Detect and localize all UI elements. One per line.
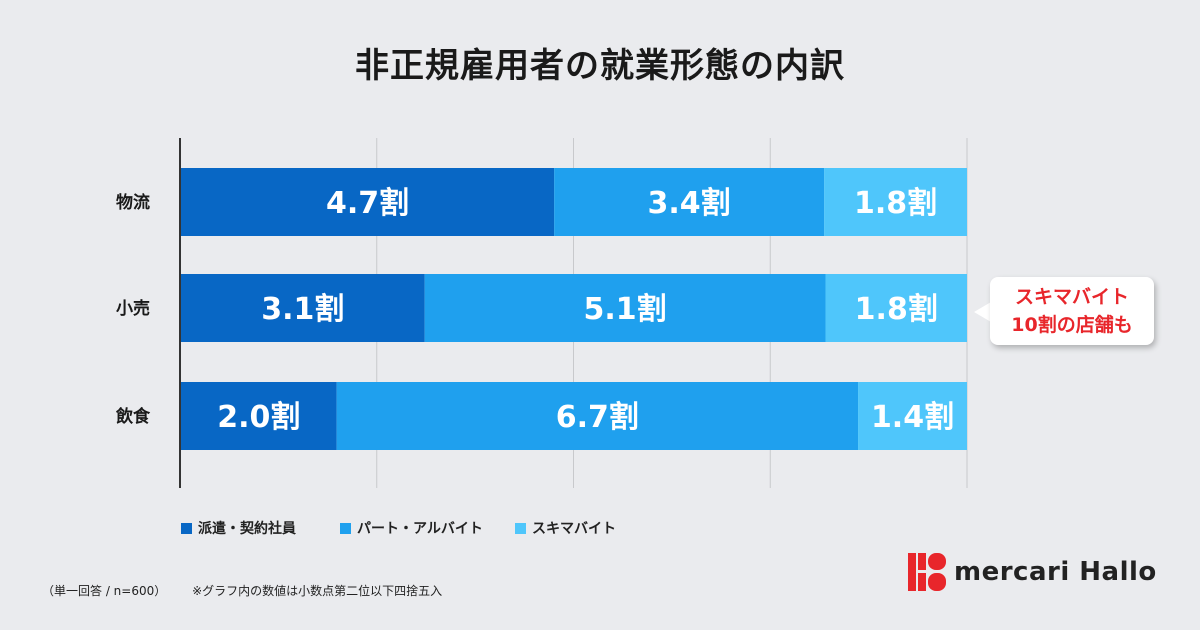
bar-segment [181,168,555,236]
legend-swatch [515,522,526,534]
callout-bubble: スキマバイト 10割の店舗も [990,277,1154,345]
legend-item-sukima: スキマバイト [515,518,616,538]
bar-segment [825,274,967,342]
data-label: 3.1割 [261,292,344,327]
chart-title: 非正規雇用者の就業形態の内訳 [355,46,845,86]
legend-swatch [181,522,192,534]
footnote-sample: （単一回答 / n=600） [42,584,167,598]
callout-tail [974,302,991,322]
data-label: 2.0割 [217,400,300,435]
data-label: 1.4割 [871,400,954,435]
bar-segment [336,382,859,450]
callout-line-2: 10割の店舗も [1011,314,1133,336]
legend-label: 派遣・契約社員 [198,521,296,537]
brand-logo-icon [908,553,946,591]
bar-segment [181,382,337,450]
legend-swatch [340,522,351,534]
data-label: 1.8割 [855,292,938,327]
footnote: （単一回答 / n=600） ※グラフ内の数値は小数点第二位以下四捨五入 [42,582,464,599]
legend-label: パート・アルバイト [357,521,483,537]
data-label: 1.8割 [854,186,937,221]
footnote-note: ※グラフ内の数値は小数点第二位以下四捨五入 [192,584,443,598]
data-label: 3.4割 [648,186,731,221]
category-label: 小売 [116,298,150,319]
callout-line-1: スキマバイト [1014,286,1129,308]
legend-item-part: パート・アルバイト [340,518,483,538]
brand-name: mercari Hallo [954,557,1157,587]
brand-logo: mercari Hallo [908,553,1157,591]
category-label: 物流 [116,192,150,213]
bar-segment [181,274,425,342]
legend-label: スキマバイト [532,521,616,537]
bar-segment [824,168,967,236]
bar-segment [858,382,967,450]
category-label: 飲食 [115,406,151,427]
data-label: 6.7割 [556,400,639,435]
data-label: 5.1割 [584,292,667,327]
legend-item-haken: 派遣・契約社員 [181,518,296,538]
data-label: 4.7割 [326,186,409,221]
bar-segment [424,274,826,342]
bar-segment [554,168,825,236]
